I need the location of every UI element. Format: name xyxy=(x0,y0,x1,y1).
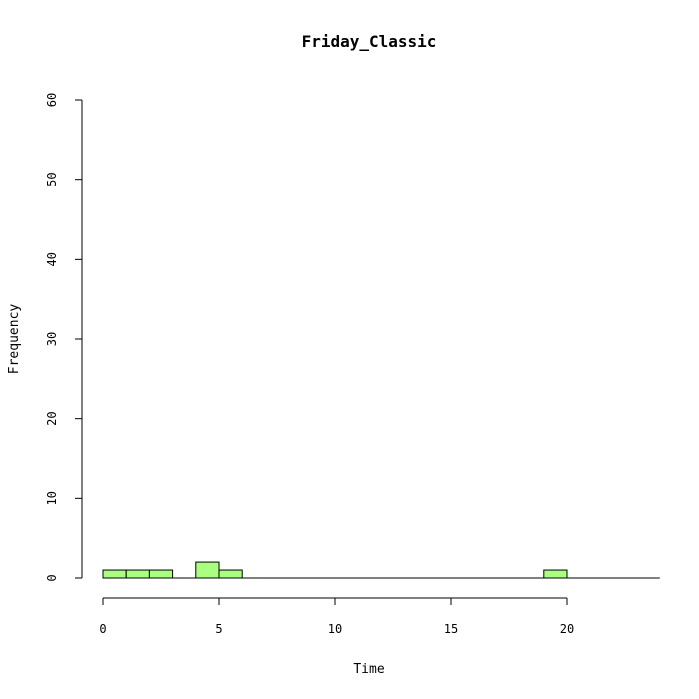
y-tick-label-10: 10 xyxy=(45,491,59,505)
histogram-bar-2 xyxy=(148,569,174,579)
x-tick-label-0: 0 xyxy=(99,622,106,636)
y-axis: 0 10 20 30 40 50 60 xyxy=(45,93,83,582)
y-tick-label-40: 40 xyxy=(45,252,59,266)
x-tick-label-10: 10 xyxy=(328,622,342,636)
x-tick-label-20: 20 xyxy=(560,622,574,636)
x-axis-label: Time xyxy=(353,662,384,677)
histogram-bar-0 xyxy=(102,569,127,579)
y-tick-label-50: 50 xyxy=(45,172,59,186)
histogram-bar-1 xyxy=(125,569,150,579)
y-tick-label-0: 0 xyxy=(45,574,59,581)
y-tick-label-30: 30 xyxy=(45,332,59,346)
chart-title: Friday_Classic xyxy=(302,32,437,51)
x-axis: 0 5 10 15 20 xyxy=(99,597,574,636)
x-tick-label-15: 15 xyxy=(444,622,458,636)
histogram-bar-5 xyxy=(218,569,243,579)
x-tick-label-5: 5 xyxy=(215,622,222,636)
y-axis-label: Frequency xyxy=(7,304,22,375)
y-tick-label-20: 20 xyxy=(45,411,59,425)
histogram-bar-4 xyxy=(195,561,220,579)
y-tick-label-60: 60 xyxy=(45,93,59,107)
bars-group xyxy=(102,561,568,579)
histogram-bar-19 xyxy=(543,569,568,579)
